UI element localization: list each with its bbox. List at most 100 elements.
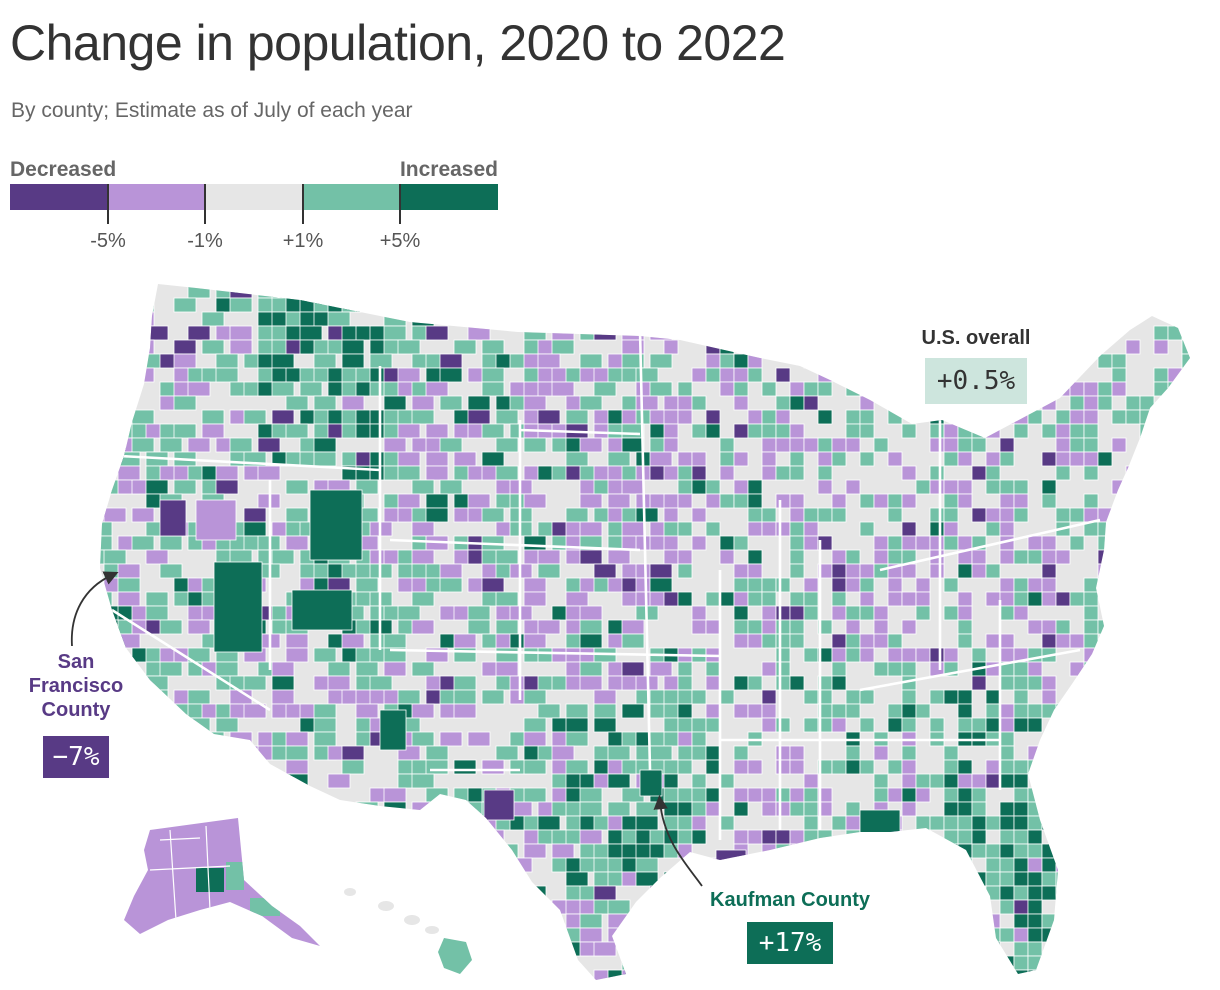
county-cell xyxy=(439,577,463,593)
county-cell xyxy=(453,297,477,313)
county-cell xyxy=(100,311,113,327)
county-cell xyxy=(887,297,903,313)
county-cell xyxy=(411,941,435,957)
county-cell xyxy=(621,521,645,537)
county-cell xyxy=(271,773,295,789)
county-cell xyxy=(103,437,127,453)
hawaii-island xyxy=(378,901,394,911)
county-cell xyxy=(537,284,561,285)
county-cell xyxy=(397,451,421,467)
county-cell xyxy=(1196,550,1210,564)
county-cell xyxy=(1027,311,1043,327)
state-borders xyxy=(111,329,1101,840)
county-cell xyxy=(831,815,847,831)
county-cell xyxy=(1069,717,1085,733)
county-cell xyxy=(971,815,987,831)
county-cell xyxy=(257,773,281,789)
county-cell xyxy=(341,913,365,929)
county-cell xyxy=(1083,395,1099,411)
county-cell xyxy=(243,801,267,817)
county-cell xyxy=(817,843,833,859)
county-cell xyxy=(313,284,337,299)
county-cell xyxy=(775,675,791,691)
county-cell xyxy=(621,969,645,980)
county-cell xyxy=(971,829,987,845)
county-cell xyxy=(453,339,477,355)
county-cell xyxy=(579,437,603,453)
county-cell xyxy=(677,381,693,397)
county-cell xyxy=(971,871,987,887)
county-cell xyxy=(1013,591,1029,607)
county-cell xyxy=(971,675,987,691)
county-cell xyxy=(733,297,749,313)
county-cell xyxy=(831,661,847,677)
county-cell xyxy=(1083,423,1099,439)
county-cell xyxy=(299,857,323,873)
county-cell xyxy=(495,647,519,663)
county-cell xyxy=(943,829,959,845)
county-cell xyxy=(999,899,1015,915)
county-cell xyxy=(425,745,449,761)
county-cell xyxy=(593,311,617,327)
county-cell xyxy=(173,745,197,761)
county-cell xyxy=(355,857,379,873)
county-cell xyxy=(845,843,861,859)
county-cell xyxy=(1196,872,1210,886)
county-cell xyxy=(1013,913,1029,929)
county-cell xyxy=(971,549,987,565)
county-cell xyxy=(1181,661,1190,677)
county-cell xyxy=(159,731,183,747)
county-cell xyxy=(887,703,903,719)
county-cell xyxy=(677,493,693,509)
county-cell xyxy=(817,465,833,481)
county-cell xyxy=(579,787,603,803)
county-cell xyxy=(831,493,847,509)
county-cell xyxy=(747,703,763,719)
county-cell xyxy=(411,521,435,537)
county-cell xyxy=(215,773,239,789)
county-cell xyxy=(957,969,973,980)
county-cell xyxy=(915,773,931,789)
county-cell xyxy=(1139,801,1155,817)
county-cell xyxy=(1182,984,1196,990)
county-cell xyxy=(999,591,1015,607)
county-cell xyxy=(915,577,931,593)
county-cell xyxy=(957,619,973,635)
county-cell xyxy=(453,927,477,943)
county-cell xyxy=(481,941,505,957)
county-cell xyxy=(565,409,589,425)
county-cell xyxy=(397,284,421,299)
county-cell xyxy=(789,507,805,523)
county-cell xyxy=(985,843,1001,859)
county-cell xyxy=(845,689,861,705)
county-cell xyxy=(1111,871,1127,887)
us-overall-value: +0.5% xyxy=(924,358,1028,404)
county-cell xyxy=(1111,605,1127,621)
county-cell xyxy=(215,717,239,733)
county-cell xyxy=(677,451,693,467)
county-cell xyxy=(1196,774,1210,788)
county-cell xyxy=(117,367,141,383)
county-cell xyxy=(635,969,659,980)
county-cell xyxy=(817,535,833,551)
county-cell xyxy=(677,521,693,537)
county-cell xyxy=(299,913,323,929)
county-cell xyxy=(985,633,1001,649)
county-cell xyxy=(621,437,645,453)
county-cell xyxy=(173,297,197,313)
county-cell xyxy=(523,297,547,313)
county-cell xyxy=(1125,647,1141,663)
county-cell xyxy=(1196,984,1210,990)
county-cell xyxy=(1139,297,1155,313)
county-cell xyxy=(100,843,113,859)
county-cell xyxy=(341,759,365,775)
county-cell xyxy=(551,325,575,341)
county-cell xyxy=(1111,927,1127,943)
county-cell xyxy=(1153,843,1169,859)
county-cell xyxy=(439,284,463,299)
county-cell xyxy=(103,423,127,439)
county-cell xyxy=(859,829,875,845)
county-cell xyxy=(1181,409,1190,425)
county-cell xyxy=(985,871,1001,887)
county-cell xyxy=(1111,899,1127,915)
